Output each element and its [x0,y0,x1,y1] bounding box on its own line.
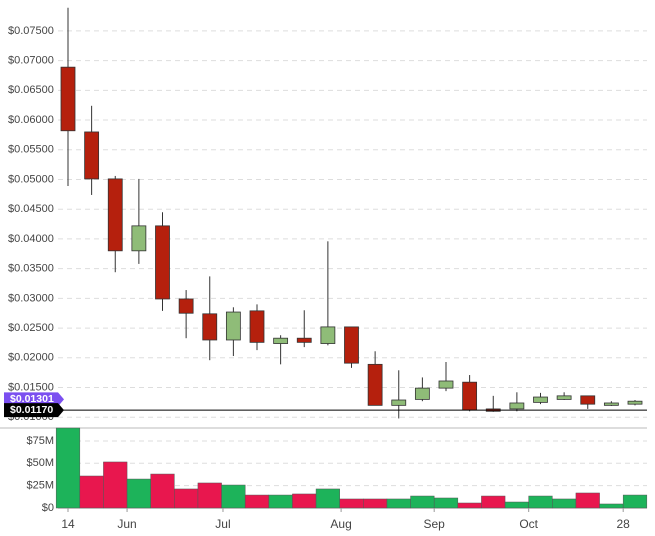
y-tick-label: $0.03500 [8,263,54,275]
price-marker [4,392,64,407]
x-tick-label: 28 [617,517,631,531]
volume-tick-label: $75M [26,435,54,447]
candle-body [391,399,407,406]
volume-bar [457,502,482,509]
volume-bar [528,495,553,509]
y-tick-label: $0.06000 [8,114,54,126]
volume-bar [481,495,506,509]
volume-tick-label: $25M [26,480,54,492]
candle-body [533,396,548,403]
candle-body [367,363,383,406]
volume-bar [79,475,104,509]
volume-bar [386,498,411,509]
volume-bar [268,494,293,509]
candle-body [580,395,596,405]
y-tick-label: $0.03000 [8,292,54,304]
y-tick-label: $0.01500 [8,381,54,393]
y-tick-label: $0.05000 [8,173,54,185]
volume-bar [197,482,222,509]
volume-tick-label: $0 [42,502,54,514]
candle-body [60,66,76,132]
volume-bar [504,501,529,509]
y-tick-label: $0.04000 [8,233,54,245]
candle-body [438,380,454,389]
x-tick-label: Oct [519,517,538,531]
candle-body [178,298,194,314]
candle-body [627,400,643,405]
candle-body [155,225,170,300]
y-tick-label: $0.07000 [8,55,54,67]
volume-bar [55,427,81,509]
y-tick-label: $0.04500 [8,203,54,215]
price-marker-label: $0.01170 [10,404,53,416]
x-tick-label: Jun [117,517,136,531]
price-marker [4,403,64,418]
volume-bar [339,498,364,509]
y-tick-label: $0.02000 [8,352,54,364]
volume-bar [410,495,435,509]
volume-bar [575,492,600,509]
candle-body [84,131,100,180]
y-tick-label: $0.05500 [8,144,54,156]
x-tick-label: 14 [61,517,75,531]
volume-bar [292,493,317,509]
candle-body [603,402,619,406]
candle-body [225,311,241,341]
candle-body [556,395,572,400]
volume-bar [315,488,340,509]
candle-body [202,313,218,341]
volume-bar [150,473,175,509]
candle-body [131,225,147,252]
y-tick-label: $0.07500 [8,25,54,37]
x-tick-label: Jul [215,517,230,531]
candle-body [320,326,336,344]
volume-bar [174,488,199,509]
volume-bar [103,461,128,509]
y-tick-label: $0.06500 [8,84,54,96]
volume-bar [244,494,270,509]
candle-body [249,310,265,343]
volume-bar [622,494,648,509]
volume-bar [433,497,459,509]
volume-tick-label: $50M [26,457,54,469]
volume-bar [363,498,388,509]
candle-body [462,381,478,411]
volume-bar [552,498,577,509]
candle-body [414,387,430,400]
price-marker-label: $0.01301 [10,393,54,405]
volume-bar [599,503,624,509]
volume-bar [126,478,151,509]
y-tick-label: $0.02500 [8,322,54,334]
candle-body [107,178,123,252]
candle-body [344,326,359,364]
candle-body [296,337,312,343]
volume-bar [221,484,246,509]
x-tick-label: Aug [330,517,351,531]
x-tick-label: Sep [424,517,446,531]
candle-body [509,402,525,410]
candle-body [273,337,289,344]
